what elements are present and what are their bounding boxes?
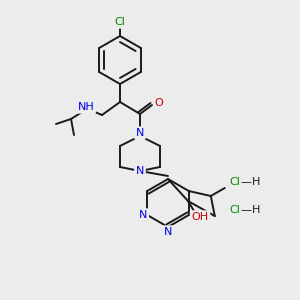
Text: Cl: Cl: [230, 205, 240, 215]
Text: NH: NH: [78, 102, 94, 112]
Text: N: N: [139, 210, 147, 220]
Text: —: —: [240, 205, 252, 215]
Text: OH: OH: [191, 212, 208, 222]
Text: N: N: [136, 166, 144, 176]
Text: Cl: Cl: [230, 177, 240, 187]
Text: N: N: [164, 227, 172, 237]
Text: H: H: [252, 177, 260, 187]
Text: H: H: [252, 205, 260, 215]
Text: O: O: [154, 98, 164, 108]
Text: Cl: Cl: [115, 17, 125, 27]
Text: —: —: [240, 177, 252, 187]
Text: N: N: [136, 128, 144, 138]
